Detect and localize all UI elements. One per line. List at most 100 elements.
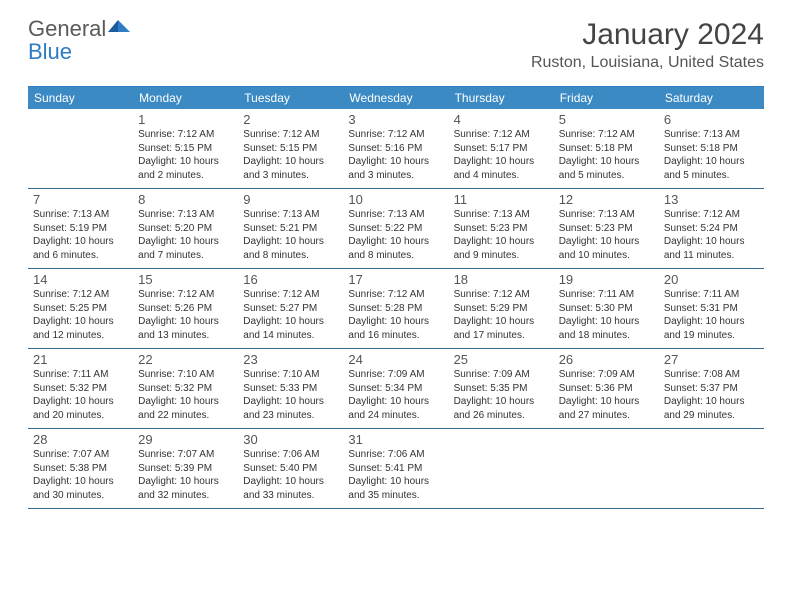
day-number: 26 bbox=[559, 352, 654, 367]
day-info: Sunrise: 7:13 AMSunset: 5:23 PMDaylight:… bbox=[559, 208, 654, 262]
day-info: Sunrise: 7:09 AMSunset: 5:36 PMDaylight:… bbox=[559, 368, 654, 422]
day-number: 11 bbox=[454, 192, 549, 207]
day-header: Sunday bbox=[28, 87, 133, 109]
day-info: Sunrise: 7:13 AMSunset: 5:23 PMDaylight:… bbox=[454, 208, 549, 262]
day-cell: 20Sunrise: 7:11 AMSunset: 5:31 PMDayligh… bbox=[659, 269, 764, 348]
day-number: 21 bbox=[33, 352, 128, 367]
empty-cell bbox=[554, 429, 659, 508]
day-info: Sunrise: 7:12 AMSunset: 5:17 PMDaylight:… bbox=[454, 128, 549, 182]
day-info: Sunrise: 7:12 AMSunset: 5:29 PMDaylight:… bbox=[454, 288, 549, 342]
day-number: 13 bbox=[664, 192, 759, 207]
day-number: 4 bbox=[454, 112, 549, 127]
day-info: Sunrise: 7:12 AMSunset: 5:27 PMDaylight:… bbox=[243, 288, 338, 342]
day-cell: 7Sunrise: 7:13 AMSunset: 5:19 PMDaylight… bbox=[28, 189, 133, 268]
day-info: Sunrise: 7:12 AMSunset: 5:16 PMDaylight:… bbox=[348, 128, 443, 182]
day-number: 15 bbox=[138, 272, 233, 287]
day-number: 9 bbox=[243, 192, 338, 207]
day-cell: 2Sunrise: 7:12 AMSunset: 5:15 PMDaylight… bbox=[238, 109, 343, 188]
day-cell: 21Sunrise: 7:11 AMSunset: 5:32 PMDayligh… bbox=[28, 349, 133, 428]
day-info: Sunrise: 7:06 AMSunset: 5:40 PMDaylight:… bbox=[243, 448, 338, 502]
day-number: 20 bbox=[664, 272, 759, 287]
day-cell: 24Sunrise: 7:09 AMSunset: 5:34 PMDayligh… bbox=[343, 349, 448, 428]
day-info: Sunrise: 7:12 AMSunset: 5:15 PMDaylight:… bbox=[138, 128, 233, 182]
day-info: Sunrise: 7:06 AMSunset: 5:41 PMDaylight:… bbox=[348, 448, 443, 502]
day-cell: 30Sunrise: 7:06 AMSunset: 5:40 PMDayligh… bbox=[238, 429, 343, 508]
day-number: 16 bbox=[243, 272, 338, 287]
day-cell: 19Sunrise: 7:11 AMSunset: 5:30 PMDayligh… bbox=[554, 269, 659, 348]
day-info: Sunrise: 7:09 AMSunset: 5:34 PMDaylight:… bbox=[348, 368, 443, 422]
day-number: 31 bbox=[348, 432, 443, 447]
title-block: January 2024 Ruston, Louisiana, United S… bbox=[531, 18, 764, 72]
day-number: 18 bbox=[454, 272, 549, 287]
day-info: Sunrise: 7:12 AMSunset: 5:24 PMDaylight:… bbox=[664, 208, 759, 262]
week-row: 14Sunrise: 7:12 AMSunset: 5:25 PMDayligh… bbox=[28, 269, 764, 349]
day-cell: 12Sunrise: 7:13 AMSunset: 5:23 PMDayligh… bbox=[554, 189, 659, 268]
day-info: Sunrise: 7:12 AMSunset: 5:28 PMDaylight:… bbox=[348, 288, 443, 342]
day-number: 6 bbox=[664, 112, 759, 127]
day-cell: 10Sunrise: 7:13 AMSunset: 5:22 PMDayligh… bbox=[343, 189, 448, 268]
day-header: Wednesday bbox=[343, 87, 448, 109]
header: General Blue January 2024 Ruston, Louisi… bbox=[0, 0, 792, 78]
day-cell: 13Sunrise: 7:12 AMSunset: 5:24 PMDayligh… bbox=[659, 189, 764, 268]
day-info: Sunrise: 7:07 AMSunset: 5:38 PMDaylight:… bbox=[33, 448, 128, 502]
day-info: Sunrise: 7:13 AMSunset: 5:19 PMDaylight:… bbox=[33, 208, 128, 262]
day-number: 8 bbox=[138, 192, 233, 207]
day-number: 5 bbox=[559, 112, 654, 127]
day-number: 30 bbox=[243, 432, 338, 447]
day-info: Sunrise: 7:09 AMSunset: 5:35 PMDaylight:… bbox=[454, 368, 549, 422]
day-number: 3 bbox=[348, 112, 443, 127]
empty-cell bbox=[449, 429, 554, 508]
day-cell: 1Sunrise: 7:12 AMSunset: 5:15 PMDaylight… bbox=[133, 109, 238, 188]
day-number: 28 bbox=[33, 432, 128, 447]
day-cell: 11Sunrise: 7:13 AMSunset: 5:23 PMDayligh… bbox=[449, 189, 554, 268]
day-cell: 9Sunrise: 7:13 AMSunset: 5:21 PMDaylight… bbox=[238, 189, 343, 268]
day-header: Friday bbox=[554, 87, 659, 109]
logo-text-blue: Blue bbox=[28, 39, 72, 64]
day-info: Sunrise: 7:07 AMSunset: 5:39 PMDaylight:… bbox=[138, 448, 233, 502]
day-cell: 31Sunrise: 7:06 AMSunset: 5:41 PMDayligh… bbox=[343, 429, 448, 508]
empty-cell bbox=[659, 429, 764, 508]
day-cell: 5Sunrise: 7:12 AMSunset: 5:18 PMDaylight… bbox=[554, 109, 659, 188]
day-headers-row: SundayMondayTuesdayWednesdayThursdayFrid… bbox=[28, 87, 764, 109]
month-title: January 2024 bbox=[531, 18, 764, 52]
day-header: Monday bbox=[133, 87, 238, 109]
day-info: Sunrise: 7:12 AMSunset: 5:25 PMDaylight:… bbox=[33, 288, 128, 342]
day-info: Sunrise: 7:11 AMSunset: 5:31 PMDaylight:… bbox=[664, 288, 759, 342]
day-number: 10 bbox=[348, 192, 443, 207]
day-cell: 22Sunrise: 7:10 AMSunset: 5:32 PMDayligh… bbox=[133, 349, 238, 428]
day-cell: 8Sunrise: 7:13 AMSunset: 5:20 PMDaylight… bbox=[133, 189, 238, 268]
day-info: Sunrise: 7:11 AMSunset: 5:32 PMDaylight:… bbox=[33, 368, 128, 422]
day-cell: 6Sunrise: 7:13 AMSunset: 5:18 PMDaylight… bbox=[659, 109, 764, 188]
day-number: 29 bbox=[138, 432, 233, 447]
day-number: 17 bbox=[348, 272, 443, 287]
day-cell: 29Sunrise: 7:07 AMSunset: 5:39 PMDayligh… bbox=[133, 429, 238, 508]
day-cell: 23Sunrise: 7:10 AMSunset: 5:33 PMDayligh… bbox=[238, 349, 343, 428]
day-cell: 3Sunrise: 7:12 AMSunset: 5:16 PMDaylight… bbox=[343, 109, 448, 188]
week-row: 1Sunrise: 7:12 AMSunset: 5:15 PMDaylight… bbox=[28, 109, 764, 189]
calendar: SundayMondayTuesdayWednesdayThursdayFrid… bbox=[28, 86, 764, 509]
day-cell: 26Sunrise: 7:09 AMSunset: 5:36 PMDayligh… bbox=[554, 349, 659, 428]
day-info: Sunrise: 7:10 AMSunset: 5:32 PMDaylight:… bbox=[138, 368, 233, 422]
day-number: 23 bbox=[243, 352, 338, 367]
day-header: Saturday bbox=[659, 87, 764, 109]
logo-icon bbox=[108, 18, 130, 34]
day-cell: 28Sunrise: 7:07 AMSunset: 5:38 PMDayligh… bbox=[28, 429, 133, 508]
day-info: Sunrise: 7:11 AMSunset: 5:30 PMDaylight:… bbox=[559, 288, 654, 342]
week-row: 28Sunrise: 7:07 AMSunset: 5:38 PMDayligh… bbox=[28, 429, 764, 509]
day-number: 22 bbox=[138, 352, 233, 367]
day-info: Sunrise: 7:13 AMSunset: 5:18 PMDaylight:… bbox=[664, 128, 759, 182]
day-header: Tuesday bbox=[238, 87, 343, 109]
day-cell: 25Sunrise: 7:09 AMSunset: 5:35 PMDayligh… bbox=[449, 349, 554, 428]
day-number: 24 bbox=[348, 352, 443, 367]
day-cell: 27Sunrise: 7:08 AMSunset: 5:37 PMDayligh… bbox=[659, 349, 764, 428]
day-info: Sunrise: 7:10 AMSunset: 5:33 PMDaylight:… bbox=[243, 368, 338, 422]
day-header: Thursday bbox=[449, 87, 554, 109]
day-cell: 14Sunrise: 7:12 AMSunset: 5:25 PMDayligh… bbox=[28, 269, 133, 348]
day-number: 19 bbox=[559, 272, 654, 287]
day-cell: 16Sunrise: 7:12 AMSunset: 5:27 PMDayligh… bbox=[238, 269, 343, 348]
day-number: 1 bbox=[138, 112, 233, 127]
week-row: 7Sunrise: 7:13 AMSunset: 5:19 PMDaylight… bbox=[28, 189, 764, 269]
logo-text-gray: General bbox=[28, 16, 106, 41]
day-info: Sunrise: 7:12 AMSunset: 5:15 PMDaylight:… bbox=[243, 128, 338, 182]
day-info: Sunrise: 7:12 AMSunset: 5:26 PMDaylight:… bbox=[138, 288, 233, 342]
